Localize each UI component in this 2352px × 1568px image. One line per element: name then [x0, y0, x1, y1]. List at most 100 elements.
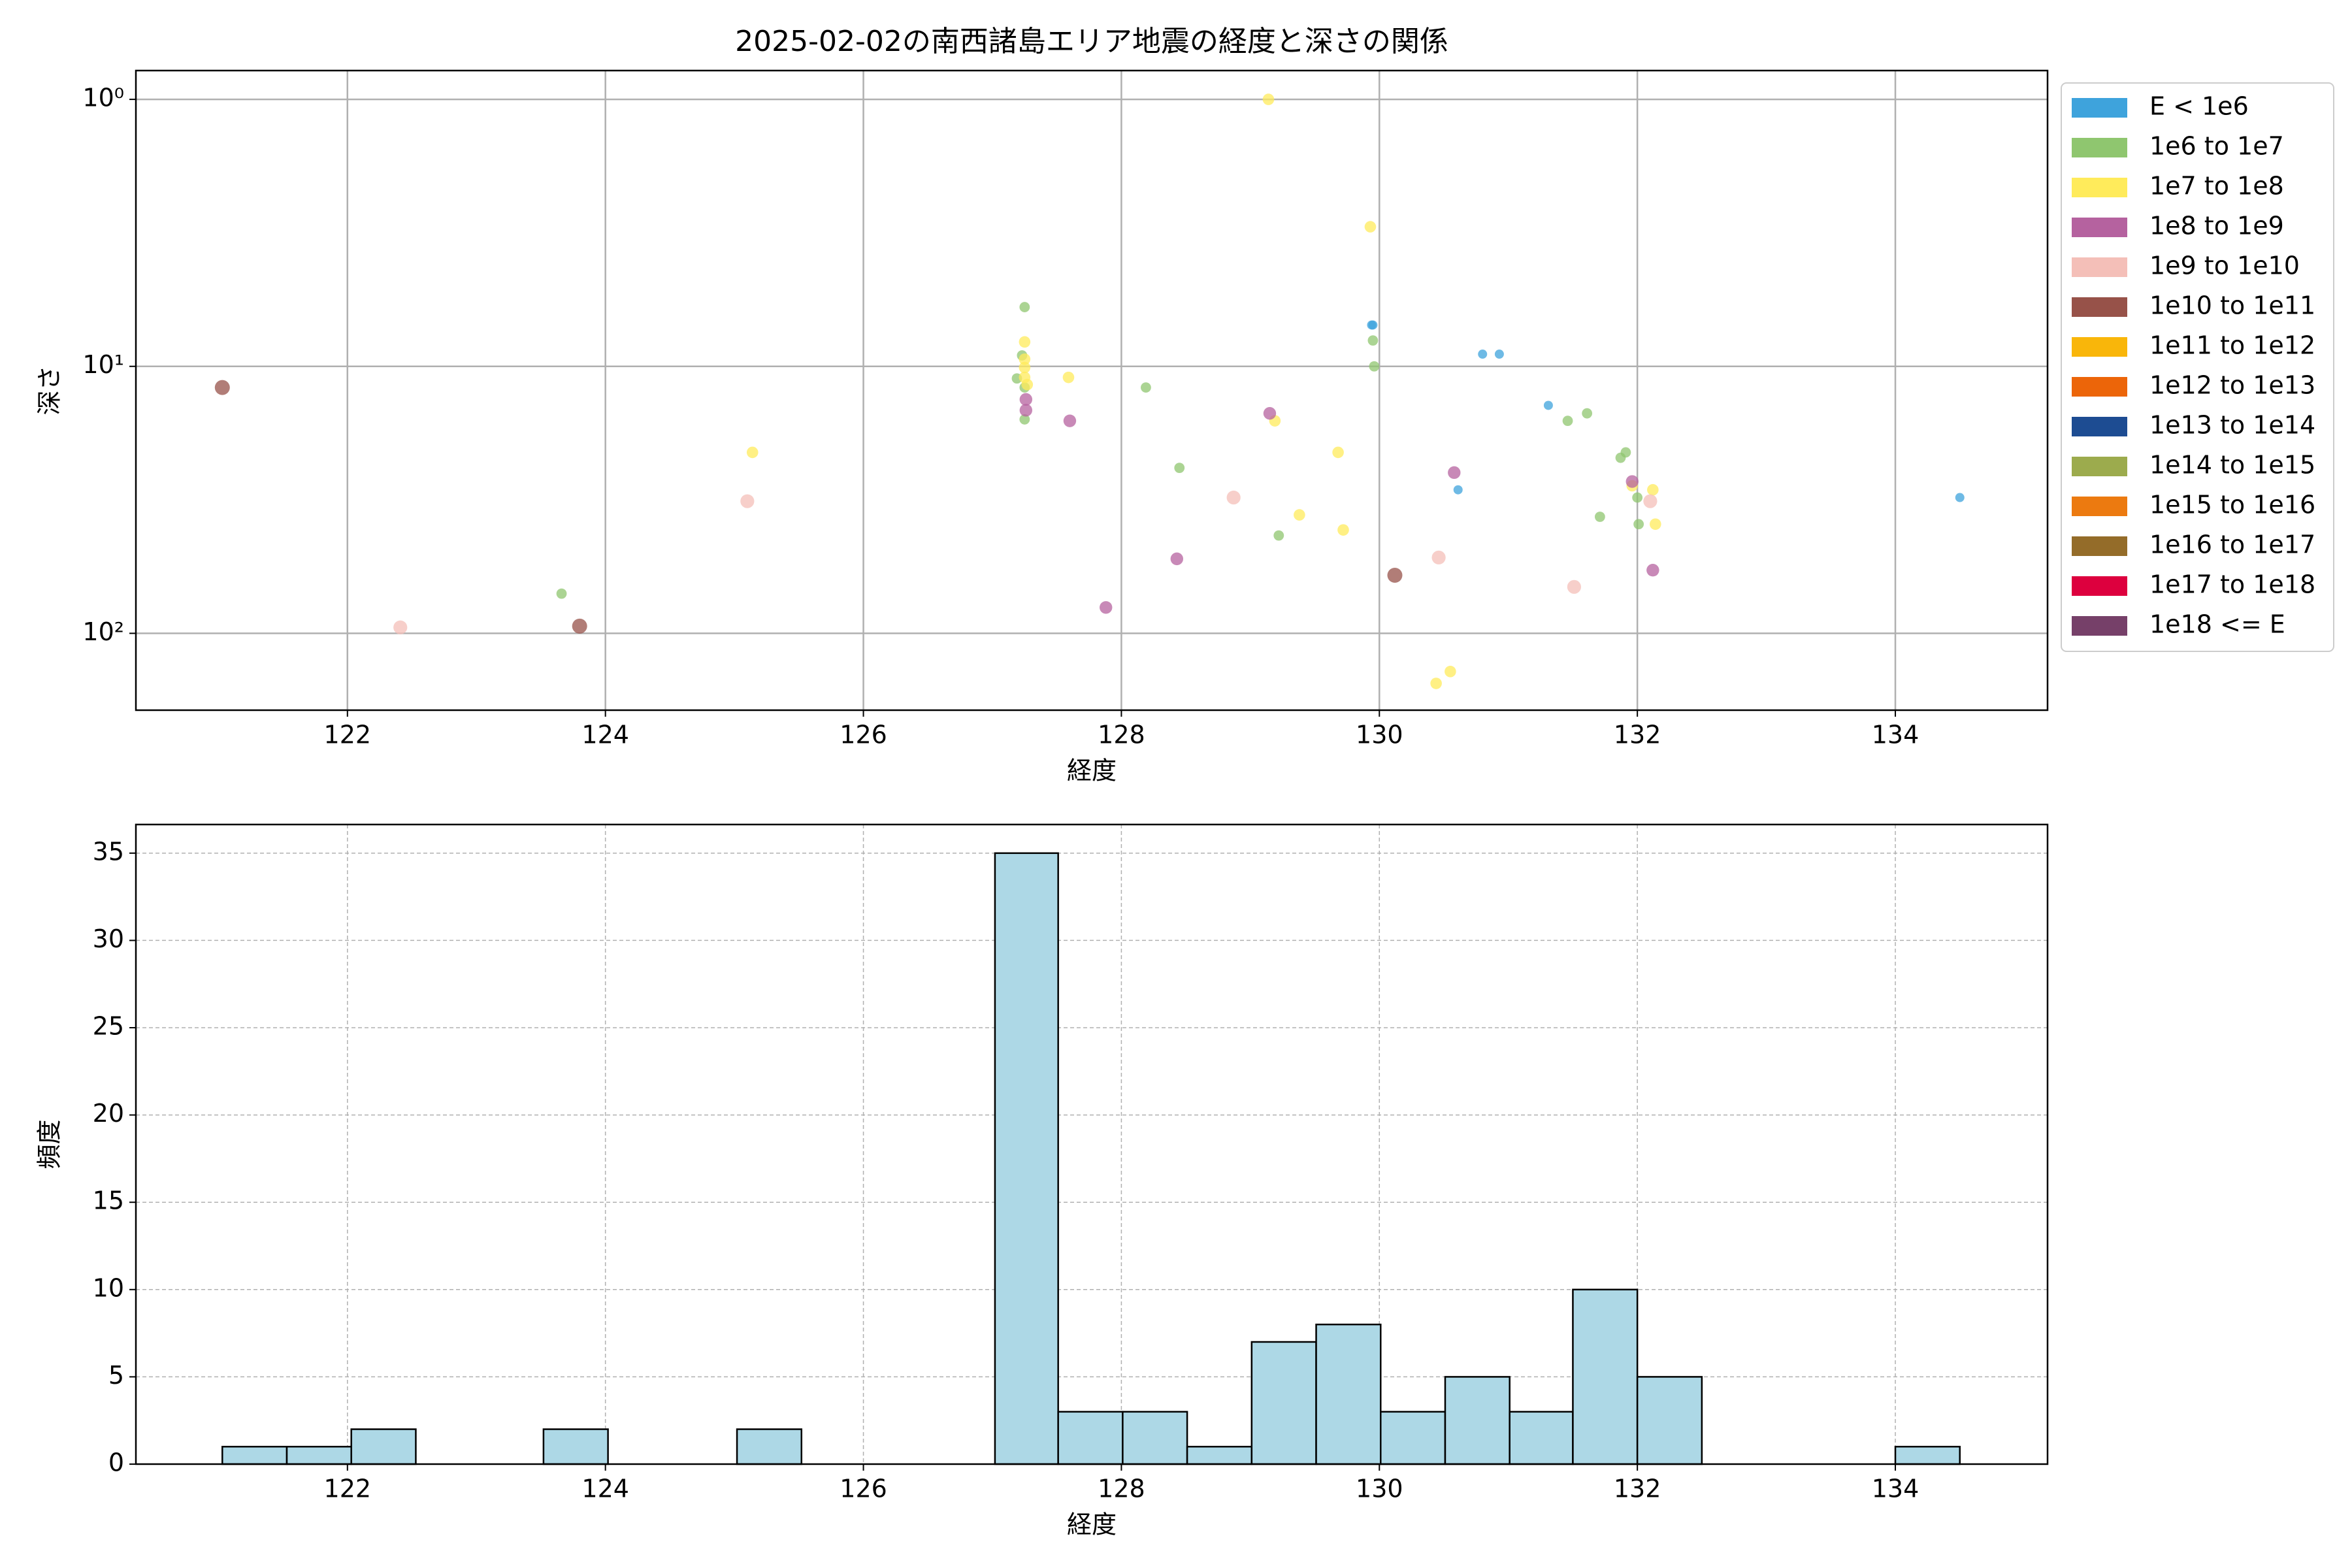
x-axis-label: 経度: [1067, 1511, 1117, 1539]
x-tick-label: 134: [1872, 1475, 1919, 1503]
scatter-point: [1019, 302, 1030, 312]
legend-swatch: [2072, 616, 2127, 636]
scatter-point: [1643, 494, 1658, 508]
scatter-point: [1019, 336, 1031, 348]
histogram-bar: [1509, 1411, 1574, 1465]
scatter-point: [1478, 350, 1488, 359]
scatter-point: [1369, 361, 1380, 372]
histogram-bar: [350, 1428, 417, 1465]
x-tick-label: 134: [1872, 721, 1919, 749]
legend-label: 1e13 to 1e14: [2149, 411, 2315, 440]
scatter-point: [1262, 93, 1275, 105]
scatter-point: [1620, 447, 1631, 458]
legend-swatch: [2072, 377, 2127, 397]
scatter-point: [1367, 335, 1379, 346]
scatter-point: [1063, 414, 1077, 427]
scatter-point: [1174, 463, 1185, 474]
histogram-bar: [1250, 1341, 1317, 1465]
scatter-point: [1273, 530, 1284, 541]
y-tick-label: 10²: [82, 617, 124, 646]
legend-swatch: [2072, 497, 2127, 516]
histogram-bar: [1186, 1446, 1253, 1465]
scatter-point: [1019, 361, 1031, 374]
legend-label: 1e18 <= E: [2149, 610, 2285, 639]
scatter-point: [1625, 475, 1639, 488]
y-tick-label: 15: [93, 1186, 124, 1215]
plot-frame: [135, 69, 2049, 711]
histogram-bar: [1380, 1411, 1446, 1465]
legend-swatch: [2072, 576, 2127, 596]
legend-swatch: [2072, 178, 2127, 197]
scatter-point: [1567, 580, 1582, 594]
y-tick-label: 5: [108, 1361, 124, 1390]
scatter-point: [1062, 371, 1075, 384]
x-tick-label: 124: [581, 1475, 629, 1503]
histogram-bar: [542, 1428, 609, 1465]
y-tick-label: 20: [93, 1099, 124, 1128]
scatter-point: [1170, 552, 1184, 566]
scatter-point: [1448, 466, 1461, 480]
scatter-point: [1019, 414, 1030, 425]
legend-label: 1e14 to 1e15: [2149, 451, 2315, 480]
scatter-point: [1337, 524, 1349, 536]
histogram-bar: [994, 852, 1059, 1465]
scatter-point: [1431, 550, 1446, 564]
histogram-bar: [1057, 1411, 1124, 1465]
scatter-point: [746, 446, 759, 459]
y-tick-label: 0: [108, 1448, 124, 1477]
histogram-bar: [1572, 1288, 1639, 1465]
scatter-point: [1453, 485, 1463, 495]
scatter-point: [1649, 518, 1661, 531]
x-tick-label: 130: [1356, 1475, 1403, 1503]
legend-swatch: [2072, 257, 2127, 277]
chart-title: 2025-02-02の南西諸島エリア地震の経度と深さの関係: [735, 25, 1448, 58]
scatter-point: [1332, 446, 1344, 459]
scatter-point: [572, 618, 587, 634]
scatter-point: [1445, 666, 1456, 678]
scatter-point: [1582, 408, 1593, 419]
histogram-bar: [1894, 1446, 1961, 1465]
scatter-point: [1141, 382, 1151, 393]
scatter-point: [1632, 492, 1643, 503]
scatter-point: [556, 588, 567, 599]
legend-label: 1e10 to 1e11: [2149, 291, 2315, 320]
scatter-point: [1387, 567, 1403, 583]
histogram-bar: [286, 1446, 352, 1465]
legend-swatch: [2072, 457, 2127, 476]
legend-swatch: [2072, 218, 2127, 237]
plot-frame: [135, 823, 2049, 1465]
scatter-point: [1019, 353, 1031, 365]
x-tick-label: 122: [324, 1475, 372, 1503]
scatter-point: [740, 494, 755, 508]
histogram-bar: [736, 1428, 803, 1465]
y-tick-label: 10¹: [82, 350, 124, 379]
x-tick-label: 126: [840, 1475, 887, 1503]
x-tick-label: 128: [1098, 721, 1145, 749]
scatter-point: [1294, 509, 1305, 521]
y-tick-label: 25: [93, 1012, 124, 1041]
histogram-bar: [1444, 1376, 1511, 1465]
legend-swatch: [2072, 98, 2127, 118]
scatter-point: [1594, 512, 1605, 522]
x-tick-label: 126: [840, 721, 887, 749]
scatter-point: [393, 620, 408, 634]
legend-label: E < 1e6: [2149, 92, 2249, 121]
scatter-point: [1647, 483, 1659, 496]
legend-swatch: [2072, 417, 2127, 436]
legend-label: 1e17 to 1e18: [2149, 570, 2315, 599]
x-tick-label: 130: [1356, 721, 1403, 749]
scatter-point: [1633, 519, 1644, 530]
x-axis-label: 経度: [1067, 757, 1117, 785]
x-tick-label: 132: [1614, 1475, 1661, 1503]
legend-label: 1e16 to 1e17: [2149, 531, 2315, 559]
legend-label: 1e15 to 1e16: [2149, 491, 2315, 519]
histogram-bar: [1636, 1376, 1703, 1465]
legend-swatch: [2072, 337, 2127, 357]
legend-swatch: [2072, 536, 2127, 556]
scatter-point: [1021, 378, 1034, 391]
x-tick-label: 132: [1614, 721, 1661, 749]
scatter-point: [214, 380, 230, 395]
legend-swatch: [2072, 138, 2127, 157]
